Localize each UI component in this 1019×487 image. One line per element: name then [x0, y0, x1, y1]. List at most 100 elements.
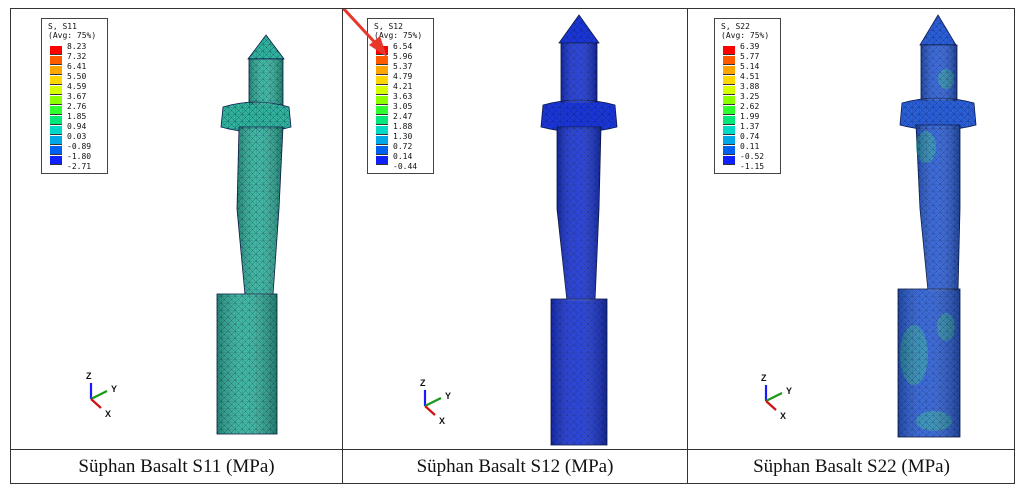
- axis-y-label: Y: [111, 384, 117, 394]
- legend-value: 5.77: [740, 52, 760, 61]
- triad-s22: Z Y X: [761, 373, 792, 421]
- legend-value: 5.14: [740, 62, 760, 71]
- axis-z-label: Z: [420, 378, 426, 388]
- caption-s22: Süphan Basalt S22 (MPa): [753, 456, 950, 477]
- axis-y-label: Y: [445, 391, 451, 401]
- legend-value: 6.54: [393, 42, 413, 51]
- legend-swatch: [376, 146, 388, 155]
- divider: [687, 9, 688, 483]
- legend-swatch: [50, 96, 62, 105]
- triad-s11: Z Y X: [86, 371, 117, 419]
- legend-value: 2.76: [67, 102, 87, 111]
- legend-swatch: [376, 56, 388, 65]
- triad-s12: Z Y X: [420, 378, 451, 426]
- legend-value: -0.52: [740, 152, 765, 161]
- legend-value: 5.37: [393, 62, 413, 71]
- caption-s12: Süphan Basalt S12 (MPa): [416, 456, 614, 477]
- legend-swatch: [376, 136, 388, 145]
- shading-overlay: [217, 59, 283, 434]
- legend-value: 2.47: [393, 112, 413, 121]
- minaret-model-s11: Z Y X: [86, 34, 292, 435]
- legend-value: 3.25: [740, 92, 760, 101]
- legend-value: 1.88: [393, 122, 413, 131]
- legend-swatch: [723, 96, 735, 105]
- divider: [11, 449, 1014, 450]
- legend-value: 1.37: [740, 122, 760, 131]
- legend-swatch: [50, 126, 62, 135]
- legend-value: 4.21: [393, 82, 413, 91]
- legend-swatch: [723, 106, 735, 115]
- legend-swatch: [723, 86, 735, 95]
- legend-value: 6.41: [67, 62, 87, 71]
- panel-s11: S, S11 (Avg: 75%) 8.23 7.32 6.41 5.50 4.59 3.…: [11, 9, 342, 449]
- legend-value: 3.63: [393, 92, 413, 101]
- legend-swatch: [723, 76, 735, 85]
- legend-title: S, S11: [48, 22, 77, 31]
- legend-value: 4.59: [67, 82, 87, 91]
- legend-swatch: [376, 106, 388, 115]
- axis-y-label: Y: [786, 386, 792, 396]
- legend-swatch: [50, 76, 62, 85]
- legend-swatch: [50, 136, 62, 145]
- legend-swatch: [50, 146, 62, 155]
- legend-value: -1.15: [740, 162, 765, 171]
- legend-value: 1.99: [740, 112, 760, 121]
- legend-value: 4.51: [740, 72, 760, 81]
- legend-swatch: [723, 136, 735, 145]
- legend-value: -1.80: [67, 152, 92, 161]
- legend-subtitle: (Avg: 75%): [374, 31, 423, 40]
- legend-value: 0.11: [740, 142, 760, 151]
- legend-swatch: [50, 56, 62, 65]
- legend-value: 5.50: [67, 72, 87, 81]
- minaret-model-s22: Z Y X: [761, 14, 977, 438]
- panel-s12: S, S12 (Avg: 75%) 6.54 5.96 5.37 4.79 4.21 3.…: [343, 9, 687, 449]
- legend-swatch: [723, 46, 735, 55]
- legend-swatch: [50, 86, 62, 95]
- legend-value: -2.71: [67, 162, 92, 171]
- legend-s22: S, S22 (Avg: 75%) 6.39 5.77 5.14 4.51 3.88 3.…: [714, 18, 781, 174]
- legend-swatch: [723, 56, 735, 65]
- legend-swatch: [723, 146, 735, 155]
- legend-value: 0.72: [393, 142, 413, 151]
- legend-value: 1.30: [393, 132, 413, 141]
- legend-value: 6.39: [740, 42, 760, 51]
- legend-value: 0.14: [393, 152, 413, 161]
- shading-overlay: [898, 45, 960, 437]
- legend-swatch: [723, 156, 735, 165]
- legend-swatch: [50, 156, 62, 165]
- legend-swatch: [723, 126, 735, 135]
- axis-x-label: X: [780, 411, 786, 421]
- axis-z-label: Z: [86, 371, 92, 381]
- legend-swatch: [50, 116, 62, 125]
- legend-value: 3.05: [393, 102, 413, 111]
- divider: [342, 9, 343, 483]
- legend-value: 0.74: [740, 132, 760, 141]
- legend-value: 4.79: [393, 72, 413, 81]
- legend-value: 1.85: [67, 112, 87, 121]
- axis-x-label: X: [439, 416, 445, 426]
- legend-subtitle: (Avg: 75%): [48, 31, 97, 40]
- legend-value: 3.67: [67, 92, 87, 101]
- legend-swatch: [376, 116, 388, 125]
- legend-swatch: [376, 156, 388, 165]
- shading-overlay: [551, 43, 607, 445]
- legend-value: 3.88: [740, 82, 760, 91]
- legend-s11: S, S11 (Avg: 75%) 8.23 7.32 6.41 5.50 4.59 3.…: [41, 18, 108, 174]
- legend-swatch: [50, 106, 62, 115]
- axis-x-label: X: [105, 409, 111, 419]
- legend-swatch: [50, 46, 62, 55]
- legend-swatch: [376, 76, 388, 85]
- axis-z-label: Z: [761, 373, 767, 383]
- legend-swatch: [376, 96, 388, 105]
- legend-value: 7.32: [67, 52, 87, 61]
- legend-value: 0.03: [67, 132, 87, 141]
- panel-s22: S, S22 (Avg: 75%) 6.39 5.77 5.14 4.51 3.88 3.…: [688, 9, 1015, 449]
- legend-title: S, S22: [721, 22, 750, 31]
- legend-value: 2.62: [740, 102, 760, 111]
- legend-swatch: [723, 66, 735, 75]
- legend-value: 8.23: [67, 42, 87, 51]
- legend-value: 0.94: [67, 122, 87, 131]
- legend-value: -0.44: [393, 162, 418, 171]
- legend-swatch: [376, 86, 388, 95]
- legend-value: -0.89: [67, 142, 92, 151]
